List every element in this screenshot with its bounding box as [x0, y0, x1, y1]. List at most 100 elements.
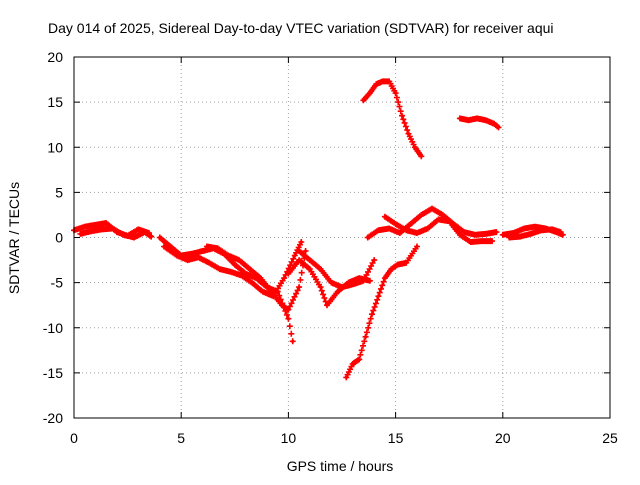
data-point — [415, 231, 419, 235]
data-point — [308, 267, 312, 271]
data-point — [291, 339, 295, 343]
data-point — [228, 270, 233, 274]
series-track-g — [296, 248, 378, 291]
data-point — [303, 249, 308, 253]
data-point — [162, 244, 166, 249]
data-point — [299, 240, 303, 244]
data-point — [110, 226, 115, 231]
data-point — [104, 221, 108, 225]
data-point — [458, 233, 462, 237]
series-track-f — [285, 257, 373, 309]
y-tick-label: -10 — [43, 320, 63, 336]
data-point — [344, 375, 348, 379]
data-point — [233, 262, 237, 267]
data-point — [93, 223, 98, 227]
data-point — [466, 118, 471, 122]
data-point — [175, 253, 179, 258]
data-point — [396, 262, 400, 267]
data-point — [413, 145, 417, 149]
y-tick-label: 0 — [55, 230, 63, 246]
data-point — [297, 285, 301, 289]
data-point — [351, 362, 355, 366]
data-point — [196, 255, 200, 259]
data-point — [336, 290, 340, 294]
data-point — [308, 258, 312, 262]
data-point — [318, 285, 323, 289]
data-point — [226, 253, 230, 258]
data-point — [368, 91, 372, 95]
data-point — [372, 258, 376, 262]
data-point — [368, 279, 372, 283]
series-track-l — [456, 115, 502, 131]
data-point — [89, 229, 93, 233]
data-point — [261, 290, 265, 294]
data-point — [293, 253, 297, 258]
y-tick-label: -15 — [43, 365, 63, 381]
x-tick-label: 15 — [388, 430, 404, 446]
x-tick-label: 0 — [70, 430, 78, 446]
data-point — [297, 249, 301, 253]
data-point — [404, 261, 408, 265]
data-point — [490, 239, 494, 243]
data-point — [258, 276, 263, 280]
data-point — [415, 244, 419, 249]
data-point — [286, 308, 290, 312]
data-points — [71, 78, 566, 381]
data-point — [389, 267, 393, 271]
data-point — [329, 281, 333, 285]
data-point — [387, 226, 391, 231]
data-point — [286, 317, 290, 321]
data-point — [559, 230, 563, 234]
data-point — [361, 98, 366, 102]
data-point — [462, 230, 466, 234]
data-point — [561, 233, 565, 237]
series-track-n — [506, 226, 564, 241]
data-point — [406, 132, 411, 136]
series-track-h — [343, 243, 420, 381]
data-point — [398, 231, 402, 235]
data-point — [243, 272, 248, 276]
y-tick-label: 10 — [47, 139, 63, 155]
data-point — [83, 225, 87, 229]
data-point — [280, 303, 284, 307]
data-point — [441, 213, 445, 217]
data-point — [518, 234, 522, 239]
series-track-k — [360, 78, 425, 160]
data-point — [447, 219, 451, 223]
data-point — [121, 233, 125, 237]
data-point — [539, 228, 543, 232]
data-point — [366, 235, 370, 240]
series-track-d — [161, 239, 305, 300]
data-point — [522, 226, 526, 231]
data-point — [376, 294, 381, 298]
data-point — [357, 357, 361, 361]
data-point — [430, 207, 434, 211]
data-point — [475, 116, 479, 120]
data-point — [158, 235, 162, 240]
data-point — [186, 258, 190, 262]
data-point — [507, 235, 511, 240]
data-point — [132, 235, 136, 240]
data-point — [363, 335, 368, 339]
data-point — [494, 230, 498, 234]
data-point — [100, 227, 104, 231]
data-point — [340, 285, 344, 289]
data-point — [190, 252, 194, 256]
data-point — [370, 312, 374, 316]
data-point — [269, 290, 273, 294]
data-point — [458, 116, 462, 120]
data-point — [149, 234, 153, 239]
data-point — [419, 213, 423, 217]
series-track-e — [203, 243, 309, 313]
data-point — [286, 272, 290, 276]
y-tick-label: 5 — [55, 184, 63, 200]
data-point — [297, 258, 301, 262]
data-point — [394, 222, 398, 226]
data-point — [400, 114, 404, 118]
data-point — [282, 276, 286, 280]
data-point — [496, 125, 501, 129]
data-point — [248, 267, 252, 271]
series-track-j — [381, 213, 496, 245]
